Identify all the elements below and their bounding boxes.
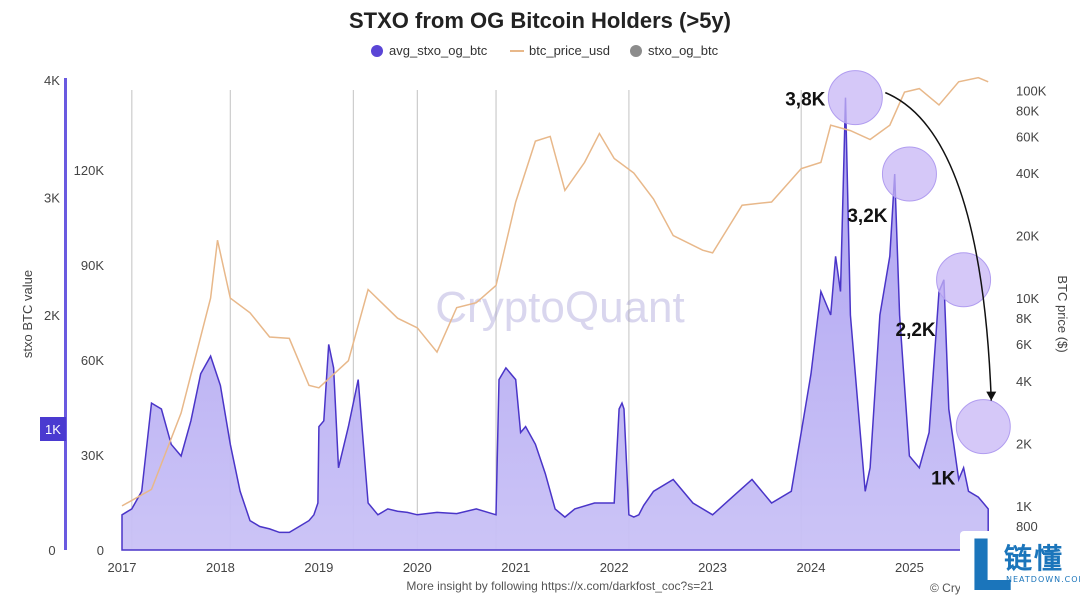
left-axis-highlight-label: 1K	[45, 422, 61, 437]
x-tick-label: 2020	[403, 560, 432, 575]
right-tick-label: 2K	[1016, 436, 1032, 451]
annotation-label: 1K	[931, 469, 956, 490]
left-tick-label: 2K	[44, 308, 60, 323]
inner-axis-ticks: 0 30K 60K 90K 120K	[74, 163, 105, 558]
legend-stxo-label: stxo_og_btc	[648, 43, 719, 58]
x-tick-label: 2018	[206, 560, 235, 575]
logo-subtext: NEATDOWN.COM	[1006, 575, 1080, 584]
logo-text: 链懂	[1004, 537, 1064, 577]
legend-avg-label: avg_stxo_og_btc	[389, 43, 488, 58]
right-tick-label: 10K	[1016, 291, 1039, 306]
right-tick-label: 40K	[1016, 166, 1039, 181]
y-axis-label-right: BTC price ($)	[1055, 275, 1070, 352]
x-tick-label: 2019	[304, 560, 333, 575]
left-axis-bar	[64, 78, 67, 550]
inner-tick-label: 30K	[81, 448, 104, 463]
annotation-circle	[956, 400, 1010, 454]
right-tick-label: 8K	[1016, 311, 1032, 326]
inner-tick-label: 60K	[81, 353, 104, 368]
right-tick-label: 80K	[1016, 103, 1039, 118]
watermark: CryptoQuant	[435, 283, 684, 332]
trend-arrow-head	[986, 392, 996, 401]
left-axis-ticks: 0 2K 3K 4K	[44, 73, 60, 558]
left-tick-label: 4K	[44, 73, 60, 88]
legend: avg_stxo_og_btc btc_price_usd stxo_og_bt…	[371, 43, 719, 58]
inner-tick-label: 90K	[81, 258, 104, 273]
annotation-label: 3,8K	[785, 90, 825, 111]
left-tick-label: 0	[48, 543, 55, 558]
chart-title: STXO from OG Bitcoin Holders (>5y)	[349, 8, 731, 33]
x-axis-ticks: 2017 2018 2019 2020 2021 2022 2023 2024 2025	[108, 550, 1000, 575]
y-axis-label-left: stxo BTC value	[20, 270, 35, 358]
annotation-circle	[882, 147, 936, 201]
inner-tick-label: 120K	[74, 163, 105, 178]
footer-text: More insight by following https://x.com/…	[406, 579, 713, 593]
x-tick-label: 2021	[501, 560, 530, 575]
x-tick-label: 2024	[797, 560, 826, 575]
x-tick-label: 2023	[698, 560, 727, 575]
annotation-circle	[937, 253, 991, 307]
legend-avg-marker	[371, 45, 383, 57]
legend-price-label: btc_price_usd	[529, 43, 610, 58]
right-tick-label: 60K	[1016, 129, 1039, 144]
right-tick-label: 100K	[1016, 83, 1047, 98]
legend-stxo-marker	[630, 45, 642, 57]
x-tick-label: 2022	[600, 560, 629, 575]
annotation-label: 2,2K	[896, 320, 936, 341]
right-tick-label: 20K	[1016, 229, 1039, 244]
inner-tick-label: 0	[97, 543, 104, 558]
site-logo: L 链懂 NEATDOWN.COM	[960, 531, 1080, 599]
right-tick-label: 4K	[1016, 374, 1032, 389]
annotation-circle	[828, 71, 882, 125]
x-tick-label: 2025	[895, 560, 924, 575]
right-tick-label: 6K	[1016, 337, 1032, 352]
left-tick-label: 3K	[44, 191, 60, 206]
annotation-label: 3,2K	[847, 206, 887, 227]
right-tick-label: 1K	[1016, 499, 1032, 514]
x-tick-label: 2017	[108, 560, 137, 575]
